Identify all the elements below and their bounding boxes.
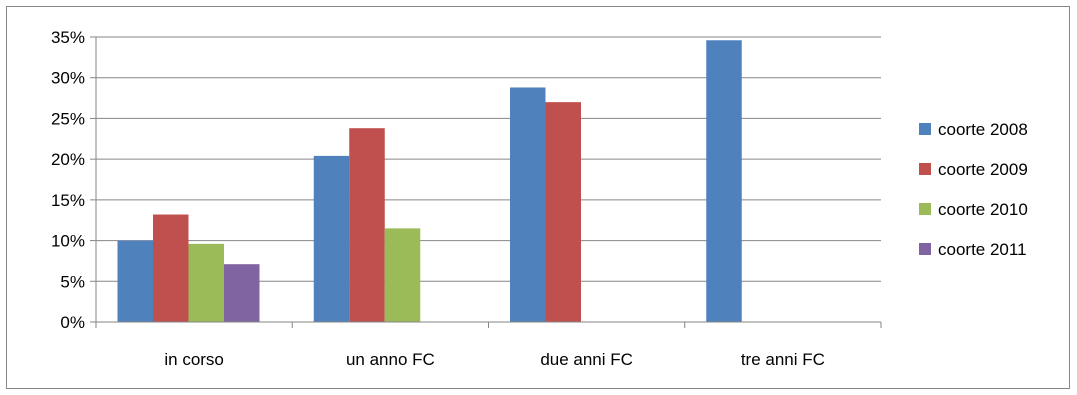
y-tick-label: 20% [51,150,85,169]
legend-swatch [919,163,931,175]
y-tick-label: 0% [60,313,85,332]
y-tick-label: 5% [60,272,85,291]
x-tick-label: due anni FC [540,350,633,369]
bar [117,240,153,322]
chart-frame: 0% 5% 10% 15% 20% 25% 30% 35% in corso un anno F… [6,6,1070,389]
bar [545,102,581,323]
bar-chart: 0% 5% 10% 15% 20% 25% 30% 35% in corso un anno F… [51,28,1028,369]
y-tick-label: 10% [51,232,85,251]
y-tick-label: 35% [51,28,85,47]
legend: coorte 2008 coorte 2009 coorte 2010 coorte … [919,120,1028,259]
bar [706,40,742,322]
legend-swatch [919,123,931,135]
bar [384,228,421,322]
bar [153,214,189,322]
y-tick-label: 25% [51,109,85,128]
bars [117,40,742,323]
y-tick-label: 30% [51,69,85,88]
legend-label: coorte 2010 [938,200,1028,219]
x-tick-label: in corso [164,350,224,369]
bar [313,155,350,322]
legend-label: coorte 2011 [938,240,1027,259]
bar [224,264,260,322]
x-tick-label: un anno FC [346,350,435,369]
gridlines [96,36,881,282]
legend-swatch [919,203,931,215]
bar [188,243,224,322]
legend-label: coorte 2008 [938,120,1028,139]
bar [349,128,385,322]
legend-label: coorte 2009 [938,160,1028,179]
y-axis-labels: 0% 5% 10% 15% 20% 25% 30% 35% [51,28,85,332]
axes [90,36,882,328]
legend-swatch [919,243,931,255]
x-tick-label: tre anni FC [741,350,825,369]
y-tick-label: 15% [51,191,85,210]
x-axis-labels: in corso un anno FC due anni FC tre anni FC [164,350,825,369]
bar [510,87,546,322]
